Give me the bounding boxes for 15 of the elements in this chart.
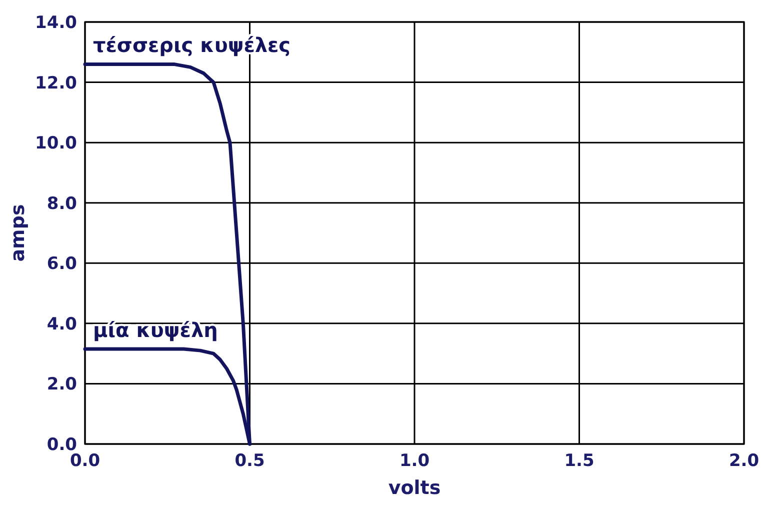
y-tick-label: 8.0	[46, 194, 78, 214]
x-axis-title: volts	[388, 477, 441, 499]
y-axis-title: amps	[7, 204, 29, 262]
x-tick-label: 0.5	[234, 451, 265, 471]
series-label: μία κυψέλη	[93, 318, 218, 342]
y-tick-label: 2.0	[46, 374, 78, 395]
x-tick-label: 1.5	[564, 451, 594, 471]
y-tick-label: 6.0	[46, 254, 78, 274]
y-tick-label: 4.0	[46, 314, 78, 334]
x-tick-label: 1.0	[399, 451, 430, 471]
x-tick-label: 0.0	[70, 451, 100, 471]
y-tick-label: 14.0	[35, 13, 78, 33]
x-tick-label: 2.0	[728, 451, 760, 471]
y-tick-label: 10.0	[35, 134, 78, 154]
y-tick-label: 12.0	[35, 73, 78, 94]
